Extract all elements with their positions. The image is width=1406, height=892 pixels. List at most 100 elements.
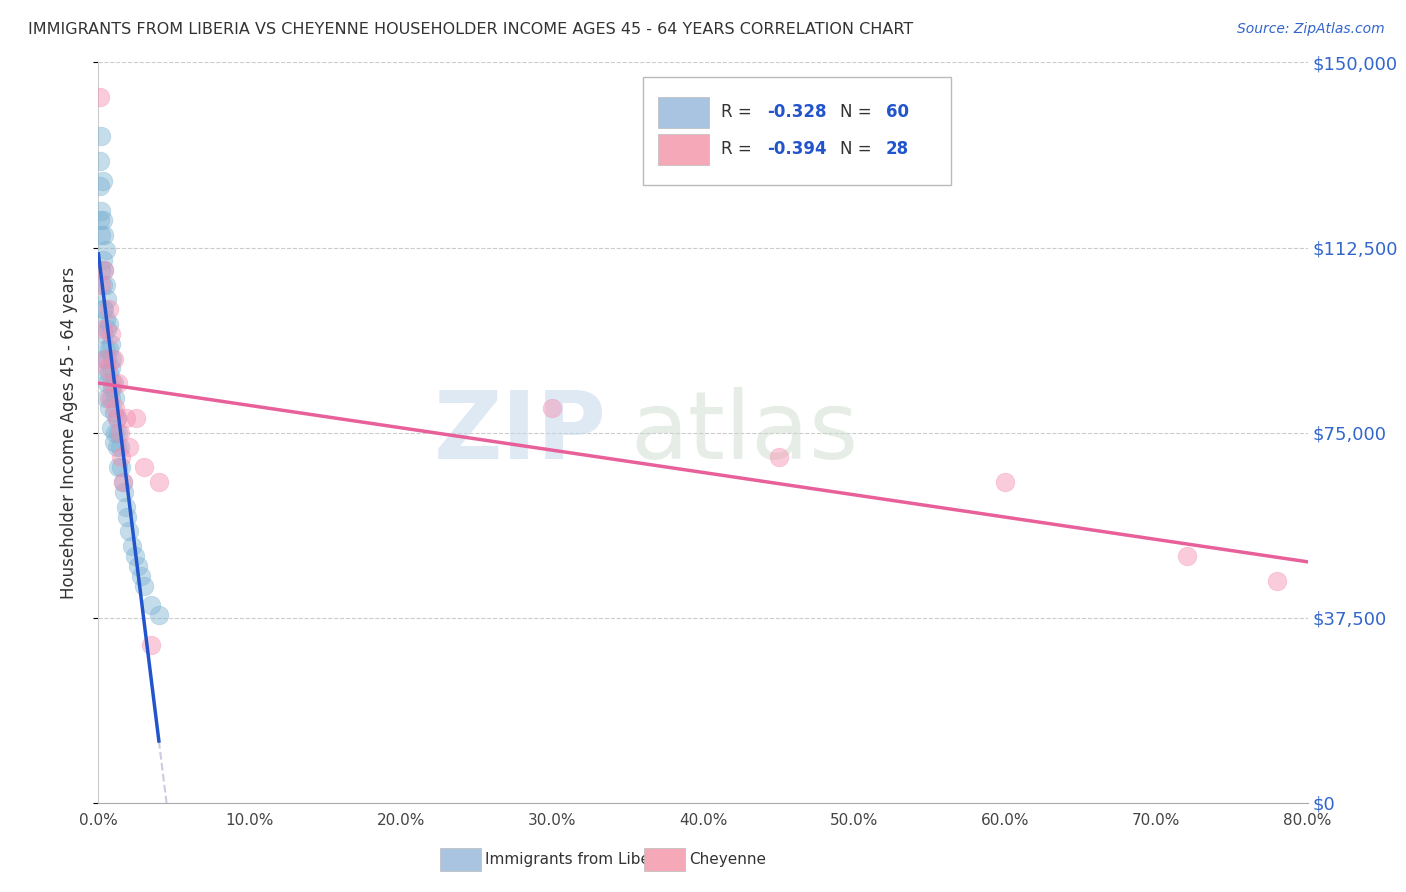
Point bbox=[98, 342, 121, 356]
Point bbox=[105, 441, 128, 455]
Point bbox=[118, 441, 141, 455]
Point bbox=[98, 391, 121, 405]
Point bbox=[91, 277, 114, 292]
Point bbox=[103, 406, 125, 420]
Point bbox=[112, 484, 135, 499]
Point bbox=[103, 351, 125, 366]
Point bbox=[132, 460, 155, 475]
Point bbox=[110, 460, 132, 475]
Point bbox=[100, 391, 122, 405]
Point bbox=[110, 450, 132, 465]
Point bbox=[115, 509, 138, 524]
Point bbox=[108, 441, 131, 455]
Point bbox=[103, 435, 125, 450]
Point bbox=[105, 410, 128, 425]
Point bbox=[96, 293, 118, 307]
Y-axis label: Householder Income Ages 45 - 64 years: Householder Income Ages 45 - 64 years bbox=[59, 267, 77, 599]
Text: atlas: atlas bbox=[630, 386, 859, 479]
Text: 28: 28 bbox=[886, 140, 908, 158]
Point bbox=[89, 90, 111, 104]
Point bbox=[98, 401, 121, 415]
Point bbox=[101, 351, 124, 366]
Point bbox=[96, 361, 118, 376]
Point bbox=[93, 262, 115, 277]
Point bbox=[91, 213, 114, 227]
Point bbox=[103, 376, 125, 391]
Text: -0.394: -0.394 bbox=[768, 140, 827, 158]
Point bbox=[98, 317, 121, 331]
Point bbox=[91, 322, 114, 336]
Point bbox=[104, 391, 127, 405]
Point bbox=[111, 475, 134, 489]
Point bbox=[100, 361, 122, 376]
Point bbox=[114, 500, 136, 514]
Point bbox=[93, 302, 115, 317]
Point bbox=[98, 367, 121, 381]
Text: -0.328: -0.328 bbox=[768, 103, 827, 121]
Point bbox=[129, 568, 152, 582]
Point bbox=[100, 420, 122, 434]
Point bbox=[91, 174, 114, 188]
Point bbox=[94, 351, 117, 366]
Point bbox=[94, 342, 117, 356]
Point bbox=[96, 376, 118, 391]
Point bbox=[1175, 549, 1198, 563]
Text: R =: R = bbox=[721, 140, 758, 158]
Point bbox=[108, 425, 131, 440]
Point bbox=[94, 391, 117, 405]
Point bbox=[89, 154, 111, 169]
Point bbox=[94, 367, 117, 381]
Point bbox=[994, 475, 1017, 489]
Point bbox=[93, 262, 115, 277]
Point bbox=[100, 336, 122, 351]
Point bbox=[90, 228, 112, 243]
Text: Cheyenne: Cheyenne bbox=[689, 853, 766, 867]
Point bbox=[96, 351, 118, 366]
Point bbox=[124, 549, 146, 563]
Text: Source: ZipAtlas.com: Source: ZipAtlas.com bbox=[1237, 22, 1385, 37]
Point bbox=[94, 312, 117, 326]
Point bbox=[132, 579, 155, 593]
Point bbox=[118, 524, 141, 539]
FancyBboxPatch shape bbox=[658, 135, 709, 165]
Point bbox=[105, 410, 128, 425]
Text: ZIP: ZIP bbox=[433, 386, 606, 479]
Point bbox=[121, 539, 143, 553]
Point bbox=[127, 558, 149, 573]
Point bbox=[141, 599, 163, 613]
Point bbox=[94, 243, 117, 257]
Point bbox=[114, 410, 136, 425]
Point bbox=[91, 302, 114, 317]
Point bbox=[90, 203, 112, 218]
Point bbox=[91, 252, 114, 267]
Point bbox=[89, 178, 111, 193]
Point bbox=[90, 262, 112, 277]
Point bbox=[98, 302, 121, 317]
Text: Immigrants from Liberia: Immigrants from Liberia bbox=[485, 853, 671, 867]
Point bbox=[94, 277, 117, 292]
Point bbox=[104, 401, 127, 415]
Point bbox=[107, 460, 129, 475]
Point bbox=[141, 638, 163, 652]
Point bbox=[93, 326, 115, 341]
Text: N =: N = bbox=[839, 140, 876, 158]
Point bbox=[540, 401, 562, 415]
Text: IMMIGRANTS FROM LIBERIA VS CHEYENNE HOUSEHOLDER INCOME AGES 45 - 64 YEARS CORREL: IMMIGRANTS FROM LIBERIA VS CHEYENNE HOUS… bbox=[28, 22, 914, 37]
Point bbox=[90, 129, 112, 144]
Point bbox=[111, 475, 134, 489]
Point bbox=[125, 410, 148, 425]
Text: N =: N = bbox=[839, 103, 876, 121]
FancyBboxPatch shape bbox=[643, 78, 950, 185]
Point bbox=[107, 376, 129, 391]
Point bbox=[100, 326, 122, 341]
Point bbox=[101, 376, 124, 391]
Point bbox=[96, 322, 118, 336]
Point bbox=[104, 425, 127, 440]
Point bbox=[148, 608, 170, 623]
Point bbox=[89, 213, 111, 227]
Point bbox=[93, 228, 115, 243]
Point bbox=[107, 425, 129, 440]
FancyBboxPatch shape bbox=[658, 97, 709, 128]
Point bbox=[148, 475, 170, 489]
Text: 60: 60 bbox=[886, 103, 908, 121]
